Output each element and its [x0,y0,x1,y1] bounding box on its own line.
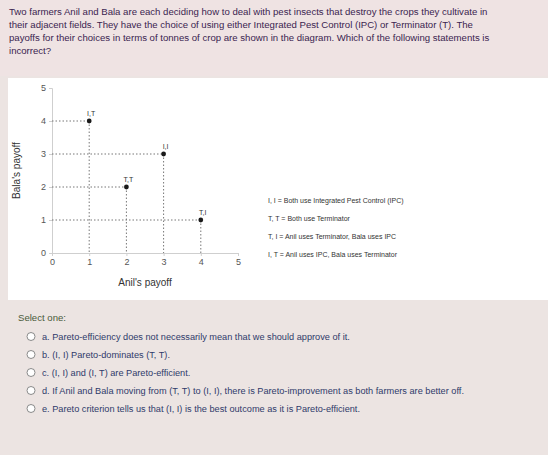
tick-mark [126,253,127,256]
axis-line [53,254,239,257]
tick-label: 0 [50,257,55,267]
option[interactable]: a. Pareto-efficiency does not necessaril… [42,332,350,342]
option[interactable]: b. (I, I) Pareto-dominates (T, T). [42,350,170,360]
annotation: I, T = Anil uses IPC, Bala uses Terminat… [268,251,398,258]
x-axis-title: Anil's payoff [118,277,172,288]
question-text: Two farmers Anil and Bala are each decid… [9,6,487,17]
question-bg [0,0,548,76]
question-text: incorrect? [9,45,51,56]
tick-mark [164,253,165,256]
tick: 1 [87,253,92,267]
point [161,152,166,157]
drop-line [89,121,90,253]
drop-line [163,154,164,253]
tick-label: 1 [41,215,46,225]
axis-line [49,89,53,254]
tick-label: 2 [41,182,46,192]
tick-mark [49,220,52,221]
point [87,119,92,124]
tick-label: 0 [41,248,46,258]
radio[interactable] [27,369,35,377]
point [124,185,129,190]
option[interactable]: c. (I, I) and (I, T) are Pareto-efficien… [42,368,190,378]
annotation: T, T = Both use Terminator [268,215,351,222]
annotation: T, I = Anil uses Terminator, Bala uses I… [268,233,396,240]
tick-label: 3 [41,149,46,159]
tick: 0 [50,253,55,267]
plot-area [52,119,203,253]
x-axis: 0 1 2 3 4 5 [50,253,241,267]
tick-mark [89,253,90,256]
tick-label: 5 [236,257,241,267]
radio[interactable] [27,405,35,413]
tick: 5 [41,83,52,93]
y-axis: 0 1 2 3 4 5 [41,83,53,258]
tick-label: 1 [87,257,92,267]
point-label: I,T [87,110,96,117]
tick-mark [238,253,239,256]
point [198,218,203,223]
drop-line [52,121,89,122]
point-label: I,I [163,143,169,150]
option[interactable]: d. If Anil and Bala moving from (T, T) t… [42,386,464,396]
y-axis-title: Bala's payoff [11,142,22,199]
tick-mark [201,253,202,256]
tick: 2 [124,253,129,267]
tick-label: 5 [41,83,46,93]
tick: 1 [41,215,52,225]
tick-label: 4 [41,116,46,126]
tick-mark [49,154,52,155]
prompt: Select one: [18,312,66,323]
radio[interactable] [27,387,35,395]
tick-mark [49,88,52,89]
tick-mark [49,253,52,254]
radio[interactable] [27,333,35,341]
tick: 3 [41,149,52,159]
tick-label: 3 [162,257,167,267]
question-text: their adjacent fields. They have the cho… [9,19,473,30]
tick: 2 [41,182,52,192]
tick-mark [49,187,52,188]
drop-line [200,220,201,253]
option[interactable]: e. Pareto criterion tells us that (I, I)… [42,404,360,414]
tick-mark [49,121,52,122]
tick: 4 [199,253,204,267]
question-text: payoffs for their choices in terms of to… [9,32,489,43]
point-label: T,I [199,209,206,216]
tick-label: 4 [199,257,204,267]
point-label: T,T [124,176,134,183]
tick: 0 [41,248,52,258]
tick: 4 [41,116,52,126]
tick: 5 [236,253,241,267]
annotation: I, I = Both use Integrated Pest Control … [268,197,404,205]
tick-label: 2 [124,257,129,267]
drop-line [52,154,164,155]
page: Two farmers Anil and Bala are each decid… [0,0,548,455]
drop-line [52,187,126,188]
chart-bg [8,78,548,300]
tick: 3 [162,253,167,267]
radio[interactable] [27,351,35,359]
drop-line [52,220,201,221]
